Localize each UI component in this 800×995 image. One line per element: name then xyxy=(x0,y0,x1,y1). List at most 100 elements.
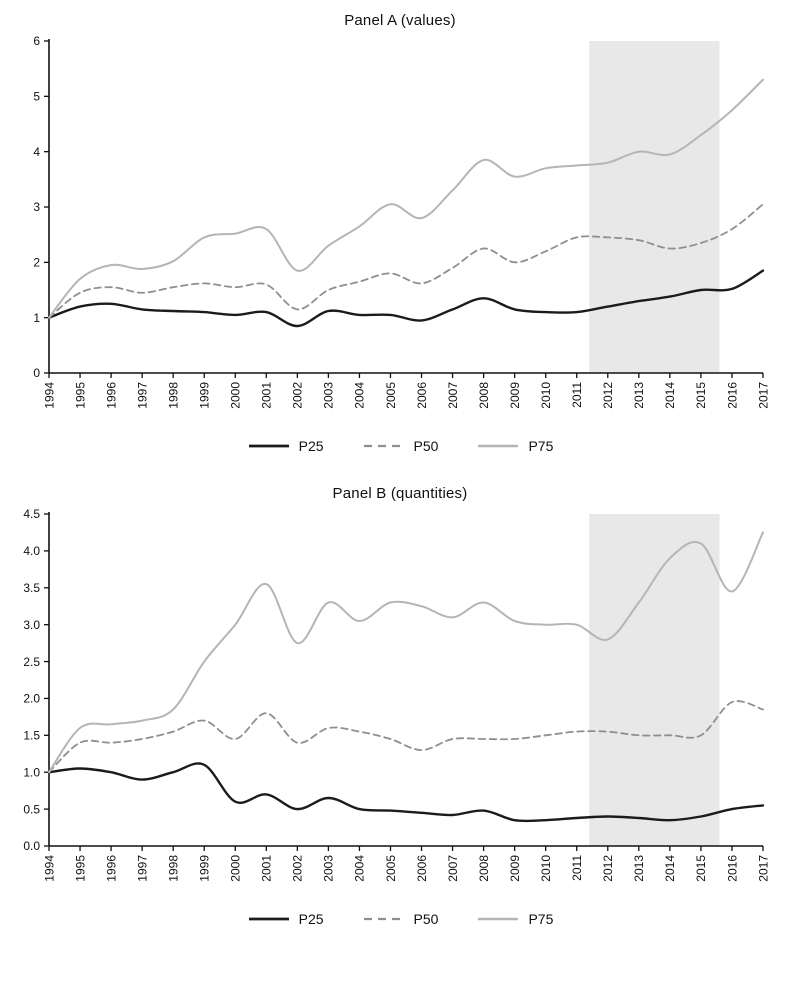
series-line-p50 xyxy=(48,203,764,319)
x-tick-label: 2014 xyxy=(663,855,677,882)
x-tick-label: 2013 xyxy=(632,855,646,882)
x-tick-label: 2012 xyxy=(601,382,615,409)
p75-line-swatch xyxy=(478,444,519,448)
y-tick-label: 4.0 xyxy=(23,544,40,558)
x-tick-label: 2005 xyxy=(384,855,398,882)
legend-item-p75: P75 xyxy=(476,911,553,927)
highlight-band xyxy=(589,514,720,846)
x-tick-label: 2000 xyxy=(229,855,243,882)
legend-item-p50: P50 xyxy=(362,438,439,454)
panel-a: Panel A (values) 0 1 2 3 4 5 6 1994 1995 1996 1997… xyxy=(0,12,800,459)
x-tick-label: 2017 xyxy=(756,855,770,882)
x-tick-label: 2009 xyxy=(508,855,522,882)
x-tick-label: 2003 xyxy=(322,382,336,409)
x-tick-label: 1999 xyxy=(198,855,212,882)
x-tick-label: 2005 xyxy=(384,382,398,409)
y-tick-label: 3.0 xyxy=(23,618,40,632)
x-tick-label: 2002 xyxy=(291,855,305,882)
panel-a-title: Panel A (values) xyxy=(344,12,456,29)
x-tick-label: 2009 xyxy=(508,382,522,409)
x-tick-label: 2015 xyxy=(694,855,708,882)
legend-label-p50: P50 xyxy=(413,438,439,454)
y-tick-label: 2 xyxy=(33,256,40,270)
x-tick-label: 2008 xyxy=(477,855,491,882)
y-tick-label: 5 xyxy=(33,90,40,104)
highlight-band xyxy=(589,41,720,373)
legend-item-p25: P25 xyxy=(247,911,324,927)
x-tick-label: 2015 xyxy=(694,382,708,409)
y-tick-label: 3.5 xyxy=(23,581,40,595)
y-tick-label: 0.0 xyxy=(23,839,40,853)
legend-item-p25: P25 xyxy=(247,438,324,454)
x-tick-label: 2002 xyxy=(291,382,305,409)
x-tick-label: 2001 xyxy=(260,855,274,882)
x-tick-label: 2006 xyxy=(415,382,429,409)
x-tick-label: 2010 xyxy=(539,382,553,409)
legend-label-p75: P75 xyxy=(528,438,554,454)
panel-a-legend: P25 P50 P75 xyxy=(0,433,800,459)
series-line-p75 xyxy=(48,531,764,774)
y-tick-label: 4 xyxy=(33,145,40,159)
x-tick-label: 1998 xyxy=(166,855,180,882)
x-tick-label: 2011 xyxy=(570,382,584,408)
p50-line-swatch xyxy=(363,917,404,921)
y-tick-label: 1 xyxy=(33,311,40,325)
y-tick-label: 0 xyxy=(33,366,40,380)
x-tick-label: 1996 xyxy=(104,855,118,882)
x-tick-label: 1994 xyxy=(42,855,56,882)
x-tick-label: 1999 xyxy=(198,382,212,409)
p25-line-swatch xyxy=(248,917,289,921)
x-tick-label: 1996 xyxy=(104,382,118,409)
y-tick-label: 3 xyxy=(33,200,40,214)
p25-line-swatch xyxy=(248,444,289,448)
series-line-p25 xyxy=(47,269,765,328)
x-tick-label: 1997 xyxy=(135,382,149,409)
x-tick-label: 1998 xyxy=(166,382,180,409)
x-tick-label: 2007 xyxy=(446,855,460,882)
y-tick-label: 4.5 xyxy=(23,507,40,521)
x-tick-label: 2012 xyxy=(601,855,615,882)
x-tick-label: 2008 xyxy=(477,382,491,409)
x-tick-label: 2000 xyxy=(229,382,243,409)
legend-label-p75: P75 xyxy=(528,911,554,927)
x-tick-label: 2004 xyxy=(353,855,367,882)
x-tick-label: 1997 xyxy=(135,855,149,882)
x-tick-label: 2010 xyxy=(539,855,553,882)
series-line-p25 xyxy=(47,762,765,823)
x-tick-label: 2014 xyxy=(663,382,677,409)
y-tick-label: 1.5 xyxy=(23,729,40,743)
x-tick-label: 2003 xyxy=(322,855,336,882)
y-tick-label: 0.5 xyxy=(23,802,40,816)
x-tick-label: 1994 xyxy=(42,382,56,409)
legend-label-p25: P25 xyxy=(298,438,324,454)
panel-b: Panel B (quantities) 0.0 0.5 1.0 1.5 2.0 2.5 3… xyxy=(0,485,800,932)
x-tick-label: 2006 xyxy=(415,855,429,882)
x-tick-label: 2016 xyxy=(725,855,739,882)
y-tick-label: 6 xyxy=(33,34,40,48)
series-line-p50 xyxy=(48,700,764,774)
legend-item-p50: P50 xyxy=(362,911,439,927)
x-tick-label: 2001 xyxy=(260,382,274,409)
legend-label-p25: P25 xyxy=(298,911,324,927)
panel-a-chart: 0 1 2 3 4 5 6 1994 1995 1996 1997 1998 1999 2000 2001 2… xyxy=(33,34,770,409)
x-tick-label: 2017 xyxy=(756,382,770,409)
legend-label-p50: P50 xyxy=(413,911,439,927)
y-tick-label: 2.0 xyxy=(23,692,40,706)
x-tick-label: 2016 xyxy=(725,382,739,409)
panel-b-legend: P25 P50 P75 xyxy=(0,906,800,932)
x-tick-label: 2013 xyxy=(632,382,646,409)
y-tick-label: 2.5 xyxy=(23,655,40,669)
x-tick-label: 1995 xyxy=(73,382,87,409)
x-tick-label: 2011 xyxy=(570,855,584,881)
panel-b-title: Panel B (quantities) xyxy=(332,485,468,502)
x-tick-label: 2004 xyxy=(353,382,367,409)
p50-line-swatch xyxy=(363,444,404,448)
series-line-p75 xyxy=(48,78,764,319)
p75-line-swatch xyxy=(478,917,519,921)
panel-b-chart: 0.0 0.5 1.0 1.5 2.0 2.5 3.0 3.5 4.0 4.5 1994 1995 19… xyxy=(23,507,770,882)
legend-item-p75: P75 xyxy=(476,438,553,454)
x-tick-label: 2007 xyxy=(446,382,460,409)
x-tick-label: 1995 xyxy=(73,855,87,882)
y-tick-label: 1.0 xyxy=(23,765,40,779)
